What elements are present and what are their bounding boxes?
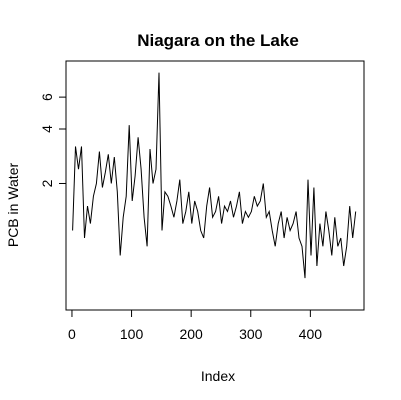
x-tick-label: 400 bbox=[299, 326, 323, 342]
y-axis-label: PCB in Water bbox=[5, 163, 21, 248]
y-tick-label: 6 bbox=[39, 93, 55, 101]
x-axis: 0 100 200 300 400 bbox=[68, 310, 322, 342]
y-tick-label: 2 bbox=[39, 179, 55, 187]
x-tick-label: 100 bbox=[120, 326, 144, 342]
x-tick-label: 200 bbox=[179, 326, 203, 342]
x-tick-label: 0 bbox=[68, 326, 76, 342]
chart-title: Niagara on the Lake bbox=[137, 31, 299, 50]
series-line-0 bbox=[72, 72, 357, 279]
plot-frame bbox=[65, 60, 365, 311]
series-layer bbox=[72, 72, 357, 279]
x-axis-label: Index bbox=[201, 368, 235, 384]
y-tick-label: 4 bbox=[39, 125, 55, 133]
y-axis: 2 4 6 bbox=[39, 93, 66, 187]
x-tick-label: 300 bbox=[239, 326, 263, 342]
